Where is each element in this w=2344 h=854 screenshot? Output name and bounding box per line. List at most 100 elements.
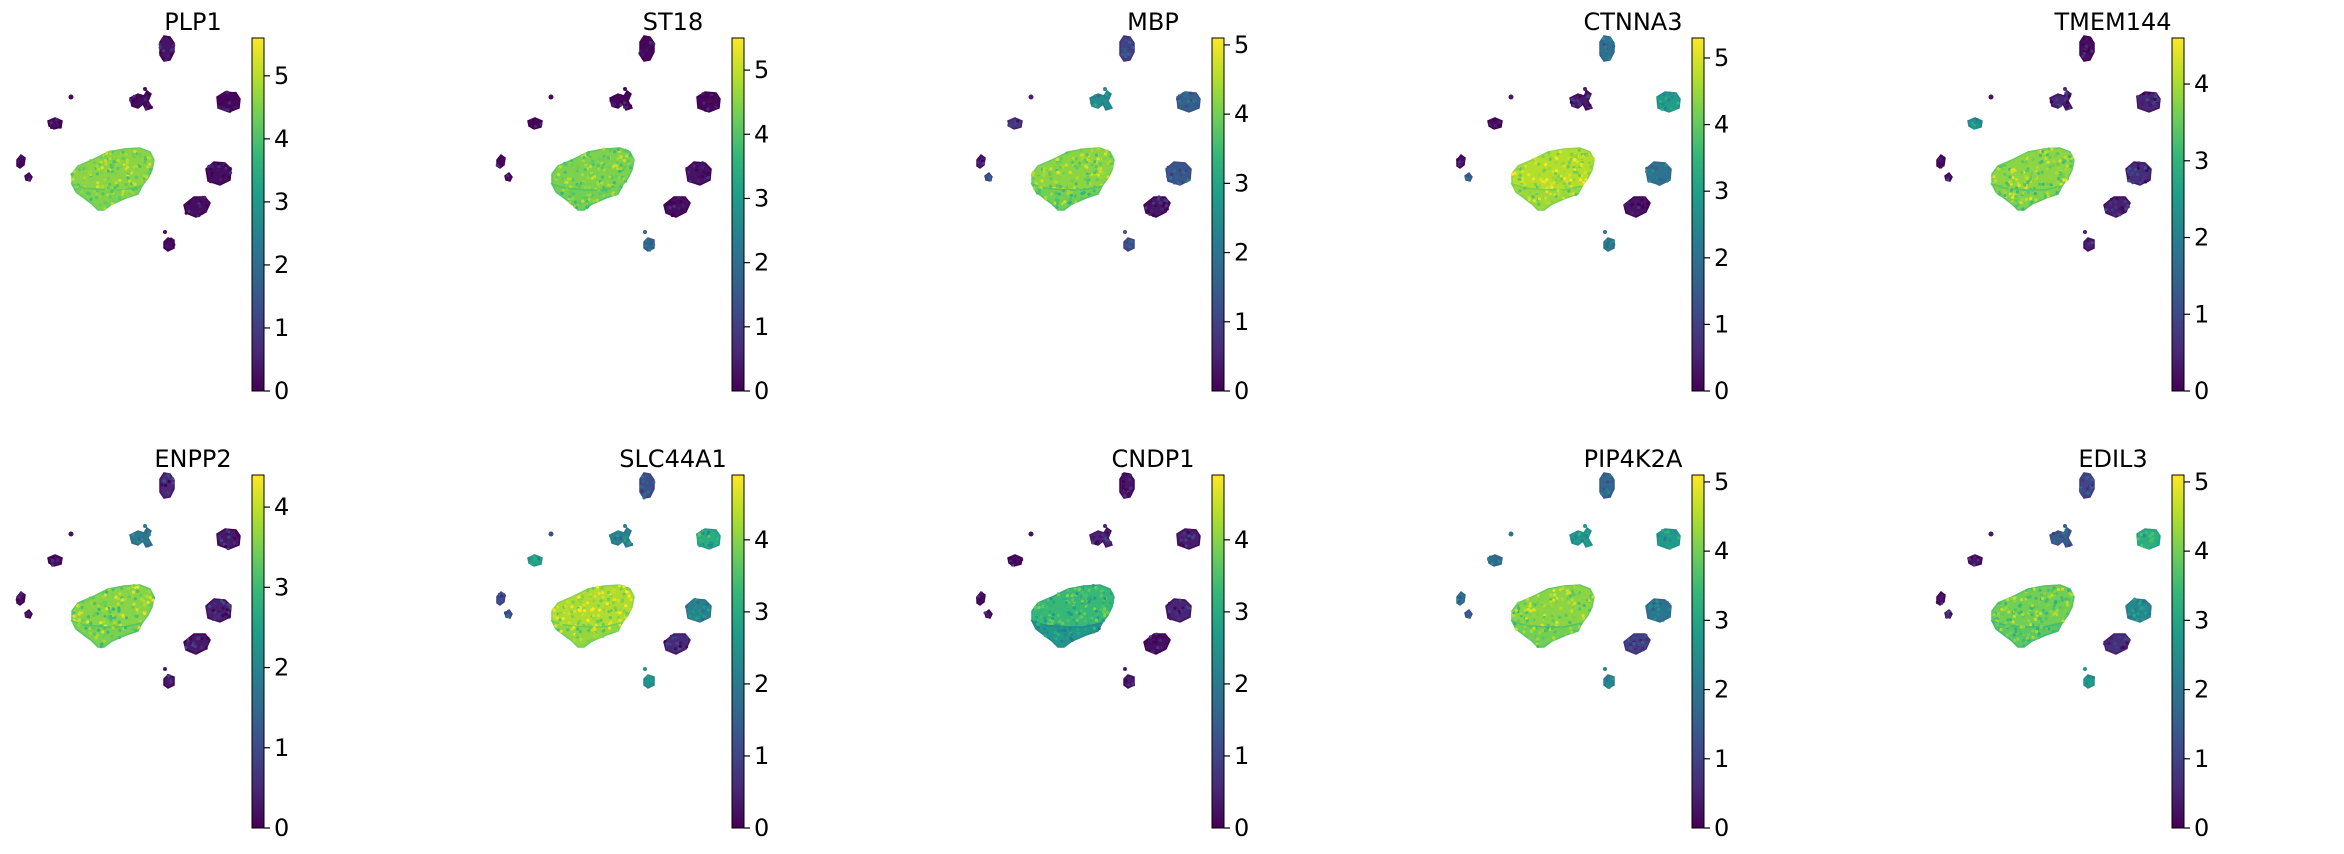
cluster-main-lower bbox=[70, 619, 144, 649]
cell-point bbox=[1104, 107, 1108, 111]
cell-point bbox=[217, 162, 221, 166]
cell-point bbox=[1564, 185, 1568, 189]
cell-point bbox=[1541, 598, 1545, 602]
cluster-right-lower bbox=[183, 633, 211, 655]
cell-point bbox=[1074, 157, 1078, 161]
cluster-right-mid bbox=[2125, 161, 2152, 186]
cell-point bbox=[143, 102, 147, 107]
cell-point bbox=[1661, 618, 1665, 622]
cell-point bbox=[2033, 617, 2037, 621]
cell-point bbox=[226, 547, 230, 551]
cell-point bbox=[583, 186, 587, 190]
cell-point bbox=[2126, 203, 2130, 207]
cell-point bbox=[84, 179, 88, 183]
cell-point bbox=[1562, 164, 1566, 168]
cell-point bbox=[1599, 54, 1604, 58]
point-tiny-a bbox=[68, 531, 74, 537]
cell-point bbox=[2031, 629, 2035, 633]
cell-point bbox=[610, 192, 615, 196]
cell-point bbox=[2018, 603, 2023, 607]
cell-point bbox=[1604, 49, 1608, 53]
cell-point bbox=[585, 196, 589, 200]
cell-point bbox=[164, 239, 168, 243]
cell-point bbox=[576, 621, 580, 625]
cell-point bbox=[1577, 101, 1582, 105]
cell-point bbox=[2049, 609, 2053, 613]
cell-point bbox=[1069, 191, 1073, 195]
cell-point bbox=[555, 175, 559, 179]
cell-point bbox=[1099, 594, 1103, 598]
cell-point bbox=[2069, 159, 2073, 163]
cell-point bbox=[1536, 644, 1540, 648]
cell-point bbox=[1103, 152, 1107, 156]
cell-point bbox=[216, 168, 220, 173]
cell-point bbox=[2045, 153, 2050, 157]
cell-point bbox=[1180, 532, 1184, 537]
cell-point bbox=[1126, 52, 1130, 56]
cell-point bbox=[1573, 534, 1578, 538]
cell-point bbox=[2014, 612, 2018, 616]
cell-point bbox=[102, 639, 106, 643]
cell-point bbox=[1099, 608, 1103, 612]
cell-point bbox=[1972, 563, 1976, 567]
cell-point bbox=[618, 158, 622, 162]
cell-point bbox=[595, 588, 599, 592]
cell-point bbox=[700, 529, 704, 533]
cell-point bbox=[51, 555, 56, 559]
cell-point bbox=[1558, 150, 1563, 154]
cell-point bbox=[626, 159, 631, 163]
cell-point bbox=[1493, 118, 1497, 122]
cell-point bbox=[1036, 626, 1040, 630]
cell-point bbox=[1039, 602, 1043, 606]
cell-point bbox=[601, 586, 605, 590]
cell-point bbox=[622, 585, 626, 589]
cell-point bbox=[2008, 617, 2013, 622]
cell-point bbox=[645, 48, 649, 52]
cell-point bbox=[2045, 191, 2050, 195]
cell-point bbox=[1549, 638, 1553, 642]
cell-point bbox=[82, 195, 86, 199]
cell-point bbox=[1573, 168, 1577, 172]
cell-point bbox=[110, 201, 114, 206]
cell-point bbox=[649, 679, 653, 683]
scatter-plot bbox=[1456, 35, 1681, 252]
cell-point bbox=[1663, 538, 1667, 542]
cell-point bbox=[120, 192, 125, 196]
cell-point bbox=[698, 544, 702, 548]
cell-point bbox=[1069, 612, 1073, 616]
cell-point bbox=[1184, 169, 1188, 173]
cell-point bbox=[1172, 181, 1176, 185]
cell-point bbox=[1092, 626, 1096, 630]
cell-point bbox=[1160, 636, 1164, 640]
cell-point bbox=[1183, 533, 1187, 537]
cell-point bbox=[94, 635, 98, 640]
cell-point bbox=[1049, 198, 1053, 202]
cluster-main-lower bbox=[550, 182, 624, 211]
scatter-plot bbox=[1935, 472, 2161, 689]
cell-point bbox=[90, 604, 94, 608]
cell-point bbox=[1637, 208, 1641, 213]
colorbar-tick-label: 4 bbox=[1234, 526, 1249, 554]
cell-point bbox=[2064, 528, 2068, 532]
cell-point bbox=[84, 626, 88, 630]
cell-point bbox=[691, 616, 695, 620]
cell-point bbox=[2122, 636, 2126, 640]
cell-point bbox=[608, 149, 613, 153]
colorbar-tick-label: 4 bbox=[1714, 111, 1729, 139]
cell-point bbox=[613, 150, 617, 154]
cell-point bbox=[2135, 172, 2139, 176]
cell-point bbox=[715, 537, 720, 541]
cell-point bbox=[2010, 199, 2014, 203]
cluster-left-far-a bbox=[495, 153, 506, 169]
cell-point bbox=[1657, 177, 1661, 181]
cell-point bbox=[2104, 208, 2108, 212]
cell-point bbox=[569, 610, 573, 614]
cluster-left-small bbox=[527, 117, 543, 130]
cell-point bbox=[1600, 478, 1604, 482]
cell-point bbox=[1529, 601, 1533, 606]
cell-point bbox=[1182, 176, 1187, 180]
cell-point bbox=[1080, 197, 1084, 201]
